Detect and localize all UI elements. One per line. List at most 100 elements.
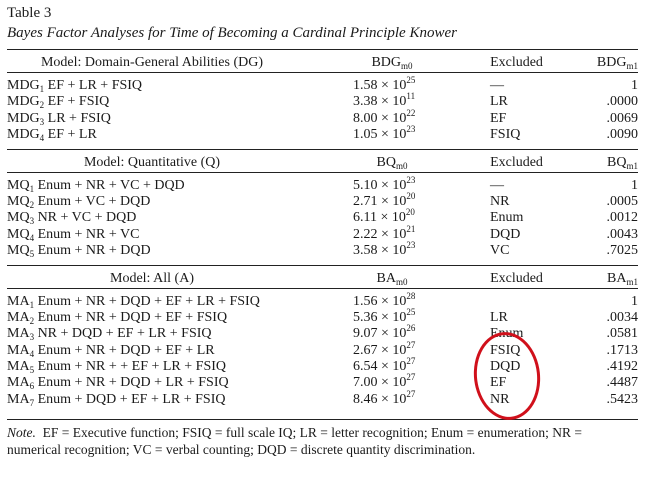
model-formula: EF + LR + FSIQ: [44, 78, 143, 93]
model-cell: MQ1 Enum + NR + VC + DQD: [7, 178, 185, 194]
bf-exponent: 11: [406, 91, 416, 102]
ratio-cell: .7025: [606, 243, 639, 259]
model-sub: 6: [29, 381, 35, 392]
bayes-factor-cell: 5.36 × 1025: [353, 307, 415, 326]
bottom-rule: [7, 419, 638, 421]
bf-mantissa: 5.36 × 10: [353, 309, 407, 325]
model-id: MA: [7, 326, 30, 342]
bf-heading: BDGm0: [347, 55, 437, 71]
model-formula: LR + FSIQ: [44, 110, 111, 126]
section-header: Model: Domain-General Abilities (DG) BDGm…: [7, 50, 638, 72]
ratio-cell: .0000: [606, 94, 639, 110]
model-formula: EF + FSIQ: [44, 94, 110, 110]
table-number: Table 3: [7, 5, 52, 21]
model-id: MQ: [7, 210, 30, 226]
table-title: Bayes Factor Analyses for Time of Becomi…: [7, 25, 457, 41]
table-row: MA5 Enum + NR + + EF + LR + FSIQ 6.54 × 1…: [7, 356, 638, 375]
table-row: MA2 Enum + NR + DQD + EF + FSIQ 5.36 × 10…: [7, 307, 639, 326]
model-id: MQ: [7, 243, 30, 259]
excluded-cell: FSIQ: [490, 342, 521, 358]
ratio-heading: BQm1: [607, 155, 638, 171]
bf-mantissa: 9.07 × 10: [353, 326, 407, 342]
model-sub: 3: [29, 332, 35, 343]
model-cell: MDG1 EF + LR + FSIQ: [7, 78, 142, 94]
bf-mantissa: 2.22 × 10: [353, 226, 407, 242]
model-id: MQ: [7, 226, 30, 242]
bf-heading-text: BDG: [371, 55, 402, 70]
bayes-factor-cell: 3.38 × 1011: [353, 91, 416, 110]
excluded-heading: Excluded: [490, 270, 543, 286]
model-sub: 2: [39, 100, 45, 111]
ratio-cell: .0005: [606, 193, 639, 209]
model-id: MA: [7, 375, 30, 391]
bf-exponent: 28: [406, 290, 416, 301]
model-cell: MDG2 EF + FSIQ: [7, 94, 109, 110]
ratio-cell: .0034: [606, 309, 639, 325]
model-formula: Enum + NR + VC + DQD: [34, 177, 185, 193]
bayes-factor-cell: 9.07 × 1026: [353, 324, 415, 342]
table-row: MQ2 Enum + VC + DQD 2.71 × 1020 NR .0005: [7, 191, 639, 210]
model-id: MDG: [7, 78, 40, 93]
model-cell: MQ4 Enum + NR + VC: [7, 227, 139, 243]
bf-exponent: 23: [406, 240, 416, 251]
model-heading: Model: Domain-General Abilities (DG): [40, 55, 263, 70]
model-cell: MA1 Enum + NR + DQD + EF + LR + FSIQ: [7, 294, 260, 310]
model-sub: 3: [39, 116, 45, 127]
table-page: Table 3 Bayes Factor Analyses for Time o…: [7, 4, 638, 458]
header-rule: [7, 72, 638, 73]
table-row: MQ1 Enum + NR + VC + DQD 5.10 × 1023—1: [7, 175, 638, 194]
model-sub: 4: [29, 348, 35, 359]
bayes-factor-cell: 5.10 × 1023: [353, 175, 415, 194]
model-formula: Enum + NR + + EF + LR + FSIQ: [34, 359, 227, 375]
bf-heading-sub: m0: [395, 160, 408, 171]
bf-mantissa: 5.10 × 10: [353, 177, 407, 193]
bayes-factor-cell: 6.11 × 1020: [353, 207, 415, 226]
table-note: Note. EF = Executive function; FSIQ = fu…: [7, 424, 638, 458]
excluded-cell: VC: [490, 243, 510, 259]
section-rule: [7, 264, 638, 266]
model-cell: MA3 NR + DQD + EF + LR + FSIQ: [7, 326, 212, 342]
section-header: Model: Quantitative (Q) BQm0 Excluded BQm1: [7, 150, 638, 172]
note-label: Note.: [7, 425, 36, 441]
excluded-cell: LR: [490, 94, 508, 110]
model-formula: Enum + NR + DQD + LR + FSIQ: [34, 375, 229, 391]
bf-mantissa: 3.58 × 10: [353, 243, 407, 259]
table-section: Model: All (A) BAm0 Excluded BAm1 MA1 Enum +…: [7, 266, 638, 414]
excluded-cell: Enum: [490, 326, 524, 342]
excluded-cell: LR: [490, 309, 508, 325]
ratio-heading: BAm1: [607, 271, 638, 287]
model-cell: MQ2 Enum + VC + DQD: [7, 194, 150, 210]
bf-exponent: 27: [406, 339, 416, 350]
excluded-cell: Enum: [490, 210, 524, 226]
bf-exponent: 20: [405, 207, 415, 218]
bf-exponent: 25: [406, 75, 416, 85]
bf-exponent: 27: [406, 356, 416, 367]
ratio-heading-text: BDG: [596, 55, 627, 70]
table-row: MA7 Enum + DQD + EF + LR + FSIQ 8.46 × 10…: [7, 389, 639, 408]
bayes-factor-cell: 1.56 × 1028: [353, 290, 416, 310]
model-cell: MQ3 NR + VC + DQD: [7, 210, 136, 226]
model-sub: 1: [29, 183, 35, 194]
bf-mantissa: 1.56 × 10: [353, 293, 407, 309]
model-id: MA: [7, 293, 30, 309]
bf-mantissa: 2.71 × 10: [353, 193, 407, 209]
ratio-cell: .4487: [606, 375, 639, 391]
ratio-cell: .0090: [606, 127, 639, 143]
model-formula: EF + LR: [44, 127, 97, 143]
header-rule: [7, 287, 638, 289]
excluded-heading: Excluded: [490, 154, 543, 170]
model-cell: MDG3 LR + FSIQ: [7, 111, 111, 127]
ratio-cell: 1: [631, 293, 638, 309]
ratio-cell: .0069: [606, 110, 639, 126]
bayes-factor-cell: 7.00 × 1027: [353, 373, 415, 391]
bf-exponent: 23: [406, 124, 416, 135]
bf-heading-sub: m0: [401, 61, 413, 71]
excluded-cell: —: [490, 78, 504, 93]
model-id: MQ: [7, 193, 30, 209]
ratio-heading-text: BA: [607, 270, 627, 286]
model-formula: Enum + NR + DQD + EF + LR + FSIQ: [34, 293, 260, 309]
model-formula: Enum + NR + DQD: [34, 243, 151, 259]
ratio-cell: .5423: [606, 391, 639, 407]
ratio-cell: 1: [631, 177, 638, 193]
ratio-heading: BDGm1: [597, 55, 638, 71]
